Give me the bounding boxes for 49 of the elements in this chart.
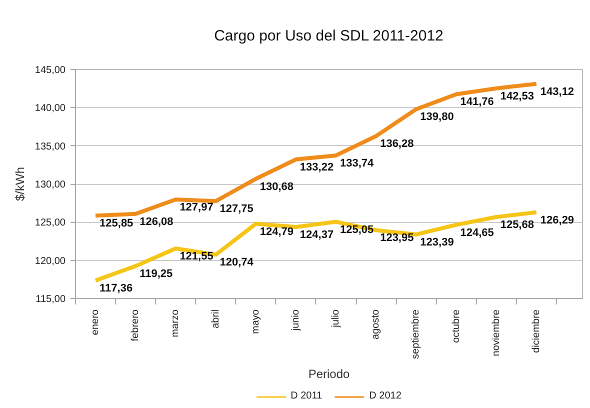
x-tick-label: noviembre (490, 309, 502, 356)
data-label: 136,28 (380, 138, 414, 150)
data-label: 126,29 (540, 214, 574, 226)
data-label: 124,65 (460, 226, 494, 239)
legend-label: D 2011 (290, 390, 322, 402)
data-label: 142,53 (500, 90, 534, 102)
x-tick-label: mayo (250, 309, 262, 334)
data-label: 125,05 (340, 224, 374, 236)
data-label: 139,80 (420, 111, 454, 124)
data-label: 123,39 (420, 236, 454, 248)
data-label: 120,74 (220, 256, 254, 269)
data-label: 130,68 (260, 180, 294, 193)
data-label: 125,68 (500, 218, 534, 231)
x-axis-title: Periodo (308, 366, 350, 381)
x-tick-label: marzo (170, 309, 182, 338)
x-tick-label: octubre (450, 309, 462, 343)
data-label: 143,12 (540, 86, 574, 98)
line-series (94, 82, 538, 218)
data-label: 127,97 (180, 201, 214, 214)
y-tick-label: 125,00 (34, 218, 66, 229)
y-tick-label: 120,00 (34, 256, 66, 267)
legend-label: D 2012 (369, 390, 402, 402)
y-tick-label: 115,00 (36, 294, 66, 305)
data-label: 126,08 (140, 216, 174, 228)
data-label: 125,85 (100, 218, 134, 230)
y-tick-label: 140,00 (34, 103, 66, 114)
data-label: 127,75 (220, 203, 254, 216)
x-tick-label: febrero (130, 309, 142, 342)
x-tick-label: septiembre (410, 309, 422, 359)
data-label: 123,95 (380, 232, 414, 244)
y-tick-label: 130,00 (34, 180, 66, 190)
data-label: 124,37 (300, 228, 334, 241)
data-label: 133,74 (340, 157, 375, 170)
y-tick-label: 145,00 (34, 65, 66, 76)
x-tick-label: junio (290, 309, 302, 332)
y-axis-title: $/kWh (12, 166, 27, 202)
x-tick-label: julio (330, 309, 342, 328)
data-label: 124,79 (260, 226, 294, 238)
data-label: 141,76 (460, 96, 494, 108)
data-label: 121,55 (180, 250, 214, 262)
data-label: 117,36 (100, 282, 133, 294)
x-tick-label: abril (210, 309, 222, 328)
data-label: 119,25 (140, 268, 173, 280)
x-tick-label: diciembre (530, 309, 542, 353)
data-label: 133,22 (300, 161, 334, 174)
x-tick-label: enero (90, 309, 102, 336)
x-tick-label: agosto (370, 309, 382, 340)
y-tick-label: 135,00 (34, 141, 66, 152)
chart-title: Cargo por Uso del SDL 2011-2012 (214, 28, 444, 44)
